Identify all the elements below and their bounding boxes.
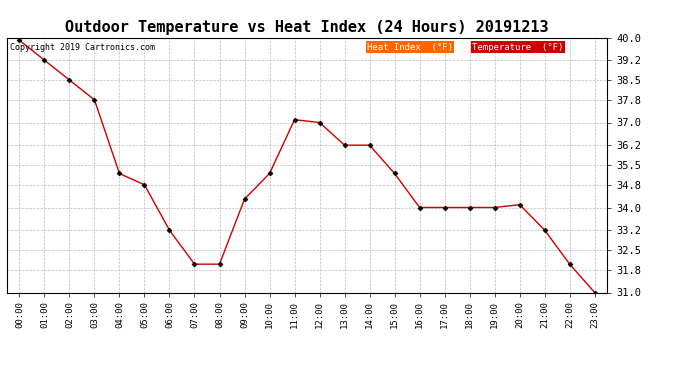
Text: Heat Index  (°F): Heat Index (°F) xyxy=(367,43,453,52)
Text: Temperature  (°F): Temperature (°F) xyxy=(472,43,564,52)
Text: Copyright 2019 Cartronics.com: Copyright 2019 Cartronics.com xyxy=(10,43,155,52)
Title: Outdoor Temperature vs Heat Index (24 Hours) 20191213: Outdoor Temperature vs Heat Index (24 Ho… xyxy=(66,20,549,35)
